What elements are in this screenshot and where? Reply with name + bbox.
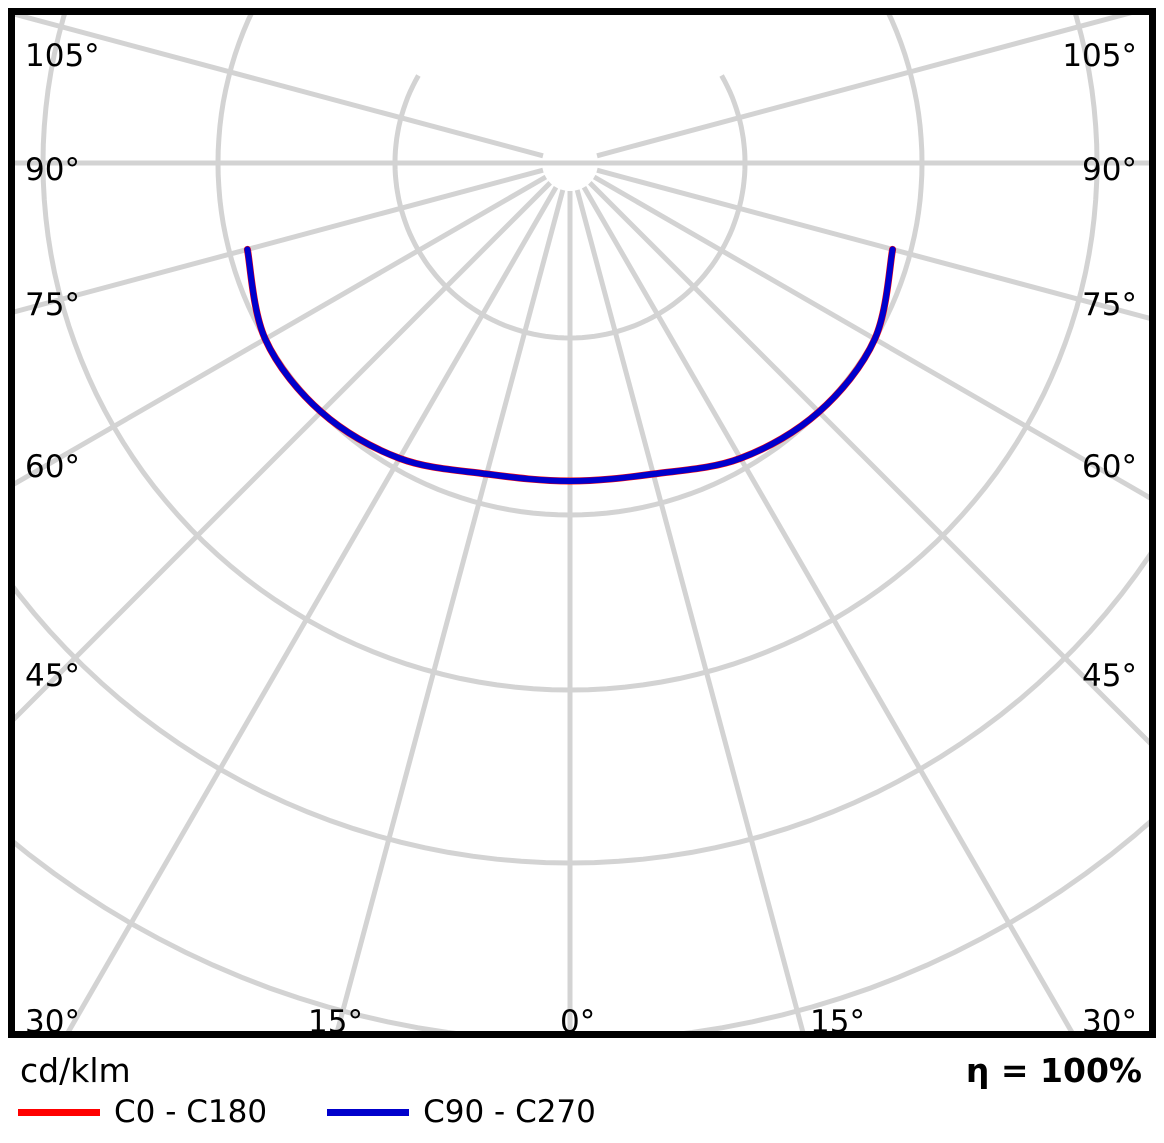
- distribution-curves: [243, 245, 897, 485]
- grid-spoke-105: [596, 15, 1133, 159]
- angle-label-bottom-15-right: 15°: [810, 1004, 865, 1038]
- grid-spoke-75: [596, 167, 1149, 321]
- legend-item-c90-c270: C90 - C270: [327, 1097, 596, 1128]
- angle-label-left-60: 60°: [25, 449, 80, 485]
- angle-label-right-60: 60°: [1082, 449, 1137, 485]
- grid-spoke--75: [15, 167, 544, 315]
- angle-label-bottom-15-left: 15°: [308, 1004, 363, 1038]
- polar-grid: [15, 15, 1149, 1031]
- polar-plot-canvas: [15, 15, 1149, 1031]
- legend-label-c90-c270: C90 - C270: [423, 1094, 596, 1130]
- grid-spoke-30: [581, 185, 1075, 1031]
- grid-ring-3: [15, 551, 1149, 866]
- grid-spoke-15: [574, 189, 806, 1031]
- angle-label-right-105: 105°: [1062, 38, 1137, 74]
- angle-label-left-30: 30°: [25, 1004, 80, 1038]
- legend-swatch-c90-c270: [327, 1109, 410, 1116]
- efficiency-label: η = 100%: [965, 1051, 1142, 1090]
- curve-c90-c270: [244, 246, 896, 484]
- angle-label-left-45: 45°: [25, 658, 80, 694]
- grid-spoke--105: [15, 15, 544, 159]
- angle-label-bottom-0: 0°: [560, 1004, 596, 1038]
- angle-label-left-75: 75°: [25, 287, 80, 323]
- angle-label-right-90: 90°: [1082, 152, 1137, 188]
- angle-label-right-75: 75°: [1082, 287, 1137, 323]
- chart-footer: cd/klm η = 100% C0 - C180 C90 - C270: [0, 1045, 1164, 1143]
- angle-label-right-45: 45°: [1082, 658, 1137, 694]
- legend-item-c0-c180: C0 - C180: [18, 1097, 267, 1128]
- grid-spoke-60: [592, 174, 1149, 501]
- grid-spoke--15: [334, 189, 566, 1031]
- grid-spoke--30: [65, 185, 559, 1031]
- unit-label: cd/klm: [20, 1051, 131, 1090]
- polar-plot-frame: 105° 90° 75° 60° 45° 30° 105° 90° 75° 60…: [8, 8, 1156, 1038]
- legend-label-c0-c180: C0 - C180: [114, 1094, 268, 1130]
- angle-label-right-30: 30°: [1082, 1004, 1137, 1038]
- grid-spoke--45: [15, 181, 552, 722]
- angle-label-left-105: 105°: [25, 38, 100, 74]
- chart-legend: C0 - C180 C90 - C270: [18, 1097, 596, 1128]
- angle-label-left-90: 90°: [25, 152, 80, 188]
- grid-spoke-45: [588, 181, 1149, 746]
- grid-spoke--60: [15, 174, 548, 487]
- legend-swatch-c0-c180: [18, 1109, 100, 1116]
